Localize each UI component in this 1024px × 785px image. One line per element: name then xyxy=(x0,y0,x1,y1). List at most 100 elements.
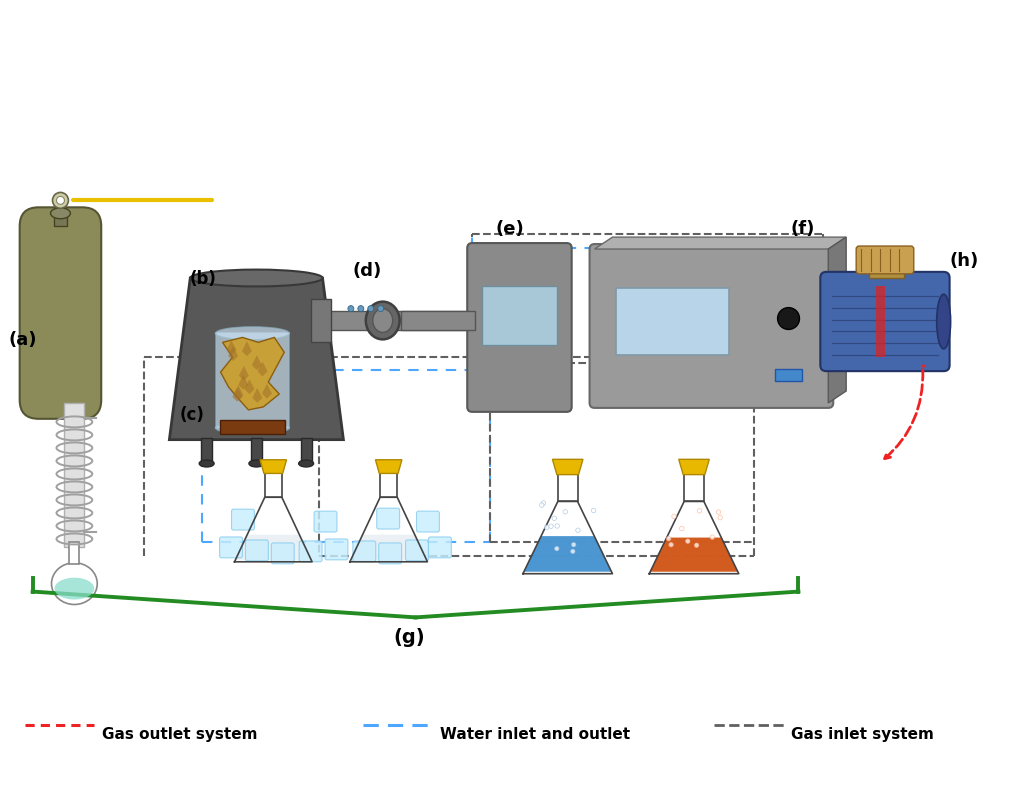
Bar xyxy=(216,334,289,428)
Ellipse shape xyxy=(216,422,289,434)
Ellipse shape xyxy=(555,546,559,551)
Bar xyxy=(251,438,262,463)
FancyBboxPatch shape xyxy=(231,509,254,530)
Text: (d): (d) xyxy=(353,262,382,279)
Ellipse shape xyxy=(680,526,684,531)
Ellipse shape xyxy=(777,308,800,330)
Ellipse shape xyxy=(571,542,575,547)
Polygon shape xyxy=(236,535,311,560)
Ellipse shape xyxy=(592,508,596,513)
Polygon shape xyxy=(649,502,738,574)
Polygon shape xyxy=(239,366,249,381)
Bar xyxy=(876,286,885,357)
Polygon shape xyxy=(524,536,611,571)
Ellipse shape xyxy=(52,192,69,208)
Ellipse shape xyxy=(50,208,71,219)
Ellipse shape xyxy=(540,503,544,507)
Ellipse shape xyxy=(716,509,721,514)
FancyBboxPatch shape xyxy=(246,540,268,560)
Polygon shape xyxy=(245,379,254,394)
Bar xyxy=(201,438,212,463)
FancyBboxPatch shape xyxy=(325,539,348,560)
Polygon shape xyxy=(252,355,262,370)
Text: (h): (h) xyxy=(949,252,979,270)
Bar xyxy=(482,286,557,345)
FancyBboxPatch shape xyxy=(377,508,399,529)
Ellipse shape xyxy=(563,509,567,514)
Ellipse shape xyxy=(366,301,399,339)
Polygon shape xyxy=(239,375,248,390)
FancyBboxPatch shape xyxy=(314,511,337,532)
Polygon shape xyxy=(252,388,262,403)
Ellipse shape xyxy=(299,460,313,467)
Polygon shape xyxy=(262,384,272,399)
FancyBboxPatch shape xyxy=(417,511,439,532)
Polygon shape xyxy=(232,387,243,402)
Ellipse shape xyxy=(368,305,374,312)
Bar xyxy=(301,438,311,463)
Text: (c): (c) xyxy=(180,406,205,424)
Text: Water inlet and outlet: Water inlet and outlet xyxy=(440,727,631,742)
Polygon shape xyxy=(679,459,710,475)
Polygon shape xyxy=(233,385,244,400)
Ellipse shape xyxy=(56,196,65,204)
Ellipse shape xyxy=(545,525,549,530)
Polygon shape xyxy=(376,460,401,473)
Text: (f): (f) xyxy=(791,220,815,238)
Bar xyxy=(684,473,703,502)
Polygon shape xyxy=(258,362,267,376)
Text: Gas inlet system: Gas inlet system xyxy=(792,727,934,742)
FancyBboxPatch shape xyxy=(379,543,401,564)
Bar xyxy=(311,298,331,342)
Ellipse shape xyxy=(718,516,722,520)
Ellipse shape xyxy=(190,269,323,287)
Bar xyxy=(400,311,475,330)
Polygon shape xyxy=(552,459,583,475)
Ellipse shape xyxy=(570,550,575,553)
Text: (b): (b) xyxy=(189,270,217,288)
FancyBboxPatch shape xyxy=(219,537,243,558)
FancyBboxPatch shape xyxy=(428,537,452,558)
Polygon shape xyxy=(260,460,287,473)
Polygon shape xyxy=(228,346,238,361)
Text: (a): (a) xyxy=(9,331,37,349)
Bar xyxy=(70,542,80,564)
Bar xyxy=(558,473,578,502)
Bar xyxy=(219,420,286,433)
FancyBboxPatch shape xyxy=(406,540,428,560)
Bar xyxy=(265,473,282,497)
Polygon shape xyxy=(234,497,312,562)
Ellipse shape xyxy=(54,578,94,600)
Ellipse shape xyxy=(373,309,392,332)
FancyBboxPatch shape xyxy=(299,541,322,562)
Ellipse shape xyxy=(686,539,690,543)
FancyBboxPatch shape xyxy=(353,541,376,562)
Ellipse shape xyxy=(378,305,384,312)
Polygon shape xyxy=(595,237,846,249)
Polygon shape xyxy=(351,535,427,560)
Polygon shape xyxy=(226,340,237,355)
Ellipse shape xyxy=(357,305,364,312)
Text: Gas outlet system: Gas outlet system xyxy=(102,727,258,742)
Bar xyxy=(774,369,803,381)
Polygon shape xyxy=(350,497,427,562)
Ellipse shape xyxy=(249,460,264,467)
Ellipse shape xyxy=(348,305,354,312)
Ellipse shape xyxy=(575,528,581,532)
Polygon shape xyxy=(242,341,252,356)
Ellipse shape xyxy=(667,536,671,541)
Ellipse shape xyxy=(542,501,546,506)
Polygon shape xyxy=(828,237,846,403)
Ellipse shape xyxy=(937,294,950,349)
Ellipse shape xyxy=(710,535,715,539)
Bar xyxy=(53,216,68,226)
Polygon shape xyxy=(523,502,612,574)
Ellipse shape xyxy=(672,514,676,519)
FancyBboxPatch shape xyxy=(271,543,294,564)
FancyBboxPatch shape xyxy=(467,243,571,412)
Ellipse shape xyxy=(694,543,698,547)
Polygon shape xyxy=(650,538,738,571)
Bar xyxy=(380,473,397,497)
Bar xyxy=(65,403,84,547)
Ellipse shape xyxy=(697,509,701,513)
